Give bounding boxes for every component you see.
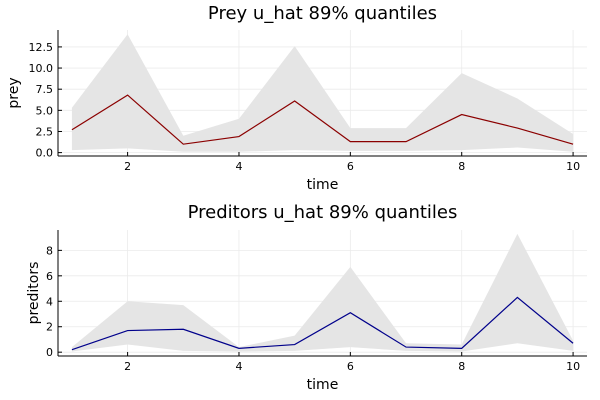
prey-y-tick-label: 12.5 [29,41,54,54]
predators-x-axis-label: time [307,377,339,393]
predators-quantile-band [71,233,574,352]
prey-chart: 2 4 6 8 10 0.0 2.5 5.0 7.5 10.0 12.5 Prey u_hat 89%… [6,3,587,193]
predators-x-tick-label: 10 [566,360,580,373]
prey-y-tick-label: 7.5 [36,83,54,96]
predators-y-tick-label: 2 [46,321,53,334]
prey-y-tick-label: 5.0 [36,104,54,117]
predators-chart: 2 4 6 8 10 0 2 4 6 8 Preditors u_hat 89% quantiles… [26,202,587,393]
prey-x-tick-label: 8 [458,160,465,173]
prey-y-tick-label: 10.0 [29,62,54,75]
predators-y-tick-label: 0 [46,346,53,359]
predators-x-tick-label: 4 [235,360,242,373]
predators-x-tick-label: 6 [347,360,354,373]
predators-y-tick-label: 4 [46,295,53,308]
predators-y-tick-label: 6 [46,270,53,283]
prey-x-tick-label: 6 [347,160,354,173]
prey-x-tick-label: 2 [124,160,131,173]
predators-y-axis-label: preditors [26,262,42,325]
prey-chart-title: Prey u_hat 89% quantiles [208,3,437,24]
prey-x-axis-label: time [307,177,339,193]
prey-x-tick-label: 4 [235,160,242,173]
predators-x-tick-label: 2 [124,360,131,373]
prey-y-axis-label: prey [6,77,22,108]
prey-median-line [71,94,574,145]
predators-x-tick-label: 8 [458,360,465,373]
prey-x-tick-label: 10 [566,160,580,173]
predators-median-line [71,296,574,351]
prey-y-tick-label: 0.0 [36,147,54,160]
prey-quantile-band [71,34,574,152]
predators-y-tick-label: 8 [46,244,53,257]
predators-chart-title: Preditors u_hat 89% quantiles [188,202,458,223]
prey-y-tick-label: 2.5 [36,125,54,138]
